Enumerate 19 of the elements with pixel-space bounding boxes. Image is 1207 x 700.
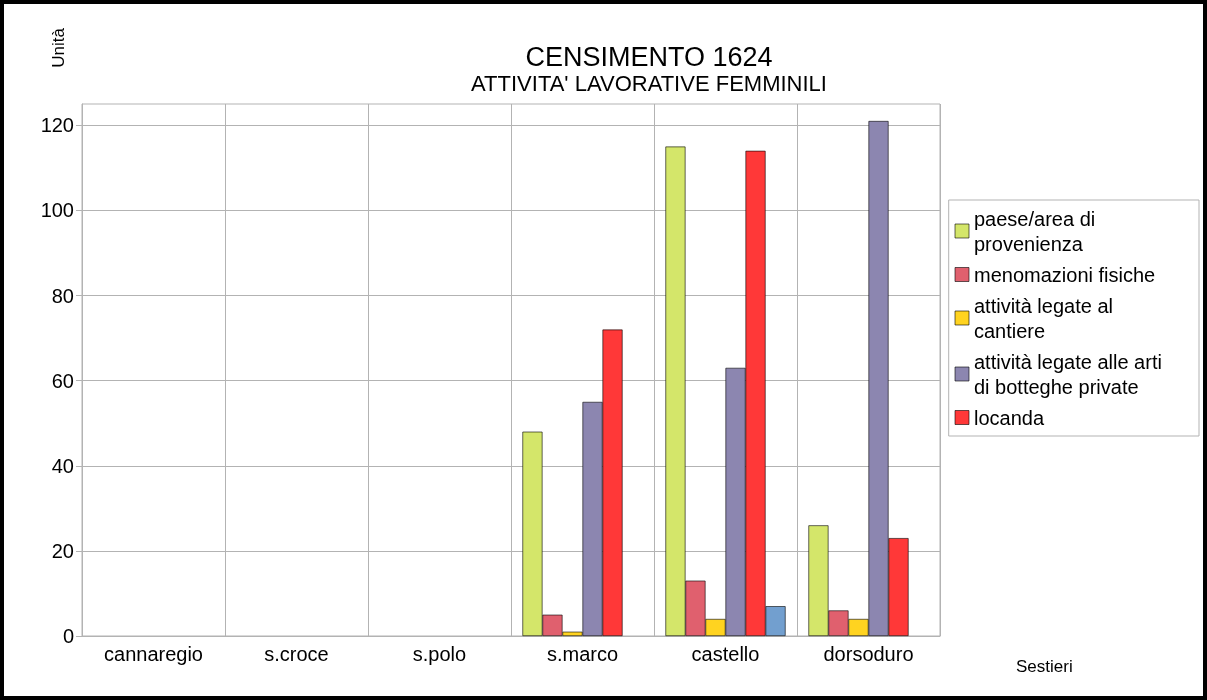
x-tick-label: cannaregio [104,643,203,665]
y-tick-label: 0 [62,625,74,647]
x-tick-label: dorsoduro [823,643,914,665]
chart-title: CENSIMENTO 1624 [525,41,773,72]
x-tick-label: s.polo [412,643,467,665]
y-tick-label: 100 [40,199,74,222]
x-tick-label: castello [691,643,760,665]
legend-label: menomazioni fisiche [974,263,1156,286]
legend-label: locanda [974,406,1045,429]
x-tick-label: s.croce [264,643,329,665]
y-axis-title: Unità [49,27,68,68]
y-tick-label: 80 [51,284,74,307]
y-tick-label: 20 [51,539,74,562]
y-tick-label: 60 [51,369,74,392]
y-tick-label: 120 [40,114,74,137]
y-tick-label: 40 [51,454,74,477]
x-axis-title: Sestieri [1016,657,1073,676]
x-tick-label: s.marco [546,643,619,665]
chart-subtitle: ATTIVITA' LAVORATIVE FEMMINILI [471,70,827,96]
